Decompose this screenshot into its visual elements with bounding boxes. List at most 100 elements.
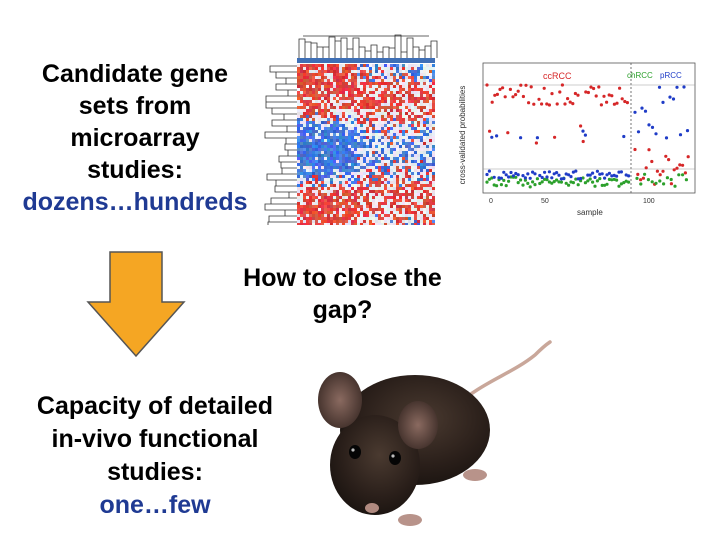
heatmap-cell bbox=[300, 64, 303, 67]
heatmap-cell bbox=[360, 202, 363, 205]
heatmap-cell bbox=[312, 199, 315, 202]
heatmap-cell bbox=[396, 121, 399, 124]
heatmap-cell bbox=[342, 163, 345, 166]
heatmap-cell bbox=[429, 94, 432, 97]
heatmap-cell bbox=[423, 73, 426, 76]
heatmap-cell bbox=[348, 94, 351, 97]
heatmap-cell bbox=[339, 211, 342, 214]
heatmap-cell bbox=[384, 73, 387, 76]
heatmap-cell bbox=[297, 166, 300, 169]
heatmap-cell bbox=[375, 175, 378, 178]
scatter-point bbox=[624, 173, 628, 177]
heatmap-cell bbox=[408, 175, 411, 178]
heatmap-cell bbox=[363, 118, 366, 121]
heatmap-cell bbox=[333, 133, 336, 136]
heatmap-cell bbox=[351, 76, 354, 79]
heatmap-cell bbox=[429, 112, 432, 115]
heatmap-cell bbox=[345, 139, 348, 142]
heatmap-cell bbox=[399, 106, 402, 109]
heatmap-cell bbox=[345, 220, 348, 223]
heatmap-cell bbox=[384, 172, 387, 175]
heatmap-cell bbox=[312, 136, 315, 139]
heatmap-cell bbox=[405, 85, 408, 88]
heatmap-cell bbox=[402, 139, 405, 142]
heatmap-cell bbox=[387, 223, 390, 225]
heatmap-cell bbox=[306, 133, 309, 136]
heatmap-cell bbox=[399, 148, 402, 151]
heatmap-cell bbox=[375, 208, 378, 211]
heatmap-cell bbox=[363, 148, 366, 151]
heatmap-cell bbox=[405, 118, 408, 121]
heatmap-cell bbox=[360, 124, 363, 127]
heatmap-cell bbox=[384, 79, 387, 82]
heatmap-cell bbox=[363, 127, 366, 130]
heatmap-cell bbox=[387, 205, 390, 208]
heatmap-cell bbox=[348, 160, 351, 163]
scatter-point bbox=[507, 175, 511, 179]
heatmap-cell bbox=[348, 88, 351, 91]
heatmap-cell bbox=[393, 151, 396, 154]
heatmap-cell bbox=[351, 199, 354, 202]
heatmap-cell bbox=[327, 82, 330, 85]
heatmap-cell bbox=[336, 148, 339, 151]
heatmap-cell bbox=[372, 121, 375, 124]
heatmap-cell bbox=[327, 109, 330, 112]
heatmap-cell bbox=[369, 91, 372, 94]
heatmap-cell bbox=[327, 187, 330, 190]
heatmap-cell bbox=[408, 142, 411, 145]
scatter-point bbox=[681, 173, 685, 177]
heatmap-cell bbox=[321, 142, 324, 145]
scatter-point bbox=[487, 169, 491, 173]
scatter-point bbox=[509, 170, 513, 175]
heatmap-cell bbox=[309, 190, 312, 193]
heatmap-cell bbox=[429, 199, 432, 202]
heatmap-cell bbox=[402, 88, 405, 91]
heatmap-cell bbox=[429, 124, 432, 127]
heatmap-cell bbox=[390, 76, 393, 79]
heatmap-cell bbox=[405, 163, 408, 166]
heatmap-cell bbox=[402, 211, 405, 214]
heatmap-cell bbox=[363, 208, 366, 211]
heatmap-cell bbox=[417, 199, 420, 202]
heatmap-cell bbox=[408, 136, 411, 139]
heatmap-cell bbox=[321, 70, 324, 73]
heatmap-cell bbox=[366, 211, 369, 214]
heatmap-cell bbox=[354, 124, 357, 127]
heatmap-cell bbox=[402, 193, 405, 196]
heatmap-cell bbox=[330, 100, 333, 103]
heatmap-cell bbox=[393, 85, 396, 88]
heatmap-cell bbox=[318, 205, 321, 208]
heatmap-cell bbox=[363, 184, 366, 187]
heatmap-cell bbox=[432, 175, 435, 178]
heatmap-cell bbox=[405, 187, 408, 190]
scatter-point bbox=[545, 178, 549, 182]
heatmap-cell bbox=[399, 223, 402, 225]
heatmap-cell bbox=[399, 163, 402, 166]
heatmap-cell bbox=[396, 73, 399, 76]
heatmap-cell bbox=[345, 103, 348, 106]
heatmap-cell bbox=[330, 130, 333, 133]
heatmap-cell bbox=[411, 190, 414, 193]
heatmap-cell bbox=[420, 106, 423, 109]
heatmap-cell bbox=[327, 169, 330, 172]
heatmap-cell bbox=[306, 106, 309, 109]
heatmap-cell bbox=[336, 145, 339, 148]
heatmap-cell bbox=[306, 109, 309, 112]
heatmap-cell bbox=[399, 76, 402, 79]
heatmap-cell bbox=[369, 217, 372, 220]
heatmap-cell bbox=[342, 124, 345, 127]
heatmap-cell bbox=[342, 109, 345, 112]
heatmap-cell bbox=[396, 88, 399, 91]
top-text-highlight: dozens…hundreds bbox=[22, 188, 248, 216]
heatmap-cell bbox=[366, 100, 369, 103]
heatmap-cell bbox=[393, 181, 396, 184]
heatmap-cell bbox=[378, 76, 381, 79]
heatmap-cell bbox=[342, 187, 345, 190]
heatmap-cell bbox=[360, 109, 363, 112]
heatmap-cell bbox=[336, 142, 339, 145]
scatter-point bbox=[639, 178, 643, 182]
heatmap-cell bbox=[300, 97, 303, 100]
heatmap-cell bbox=[300, 223, 303, 225]
heatmap-cell bbox=[303, 88, 306, 91]
heatmap-cell bbox=[330, 169, 333, 172]
